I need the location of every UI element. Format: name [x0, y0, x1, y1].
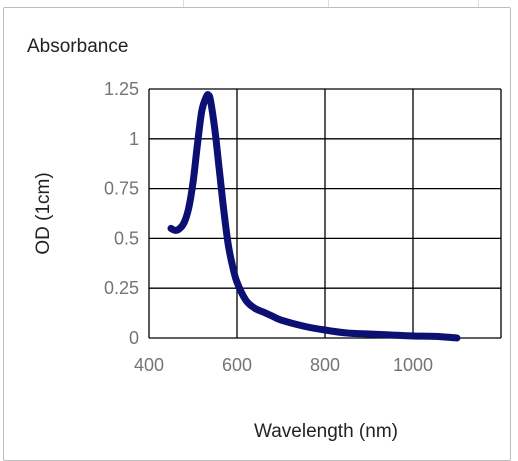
x-tick-label: 1000 — [393, 355, 433, 375]
sheet-gridline — [328, 0, 329, 7]
chart-title: Absorbance — [27, 36, 128, 57]
y-axis-ticks: 0 0.25 0.5 0.75 1 1.25 — [104, 79, 139, 348]
y-tick-label: 0.75 — [104, 179, 139, 199]
y-tick-label: 0 — [129, 328, 139, 348]
y-tick-label: 0.25 — [104, 278, 139, 298]
series-layer — [167, 91, 461, 342]
chart-card[interactable] — [3, 7, 511, 461]
y-axis-label: OD (1cm) — [33, 172, 54, 254]
x-tick-label: 600 — [222, 355, 252, 375]
x-axis-ticks: 400 600 800 1000 — [134, 355, 433, 375]
sheet-gridline — [478, 0, 479, 7]
absorbance-series-line — [167, 91, 461, 342]
grid — [148, 88, 502, 339]
x-axis-label: Wavelength (nm) — [254, 421, 398, 442]
y-tick-label: 1.25 — [104, 79, 139, 99]
sheet-gridline — [183, 0, 184, 7]
x-tick-label: 400 — [134, 355, 164, 375]
y-tick-label: 0.5 — [114, 228, 139, 248]
x-tick-label: 800 — [310, 355, 340, 375]
y-tick-label: 1 — [129, 129, 139, 149]
